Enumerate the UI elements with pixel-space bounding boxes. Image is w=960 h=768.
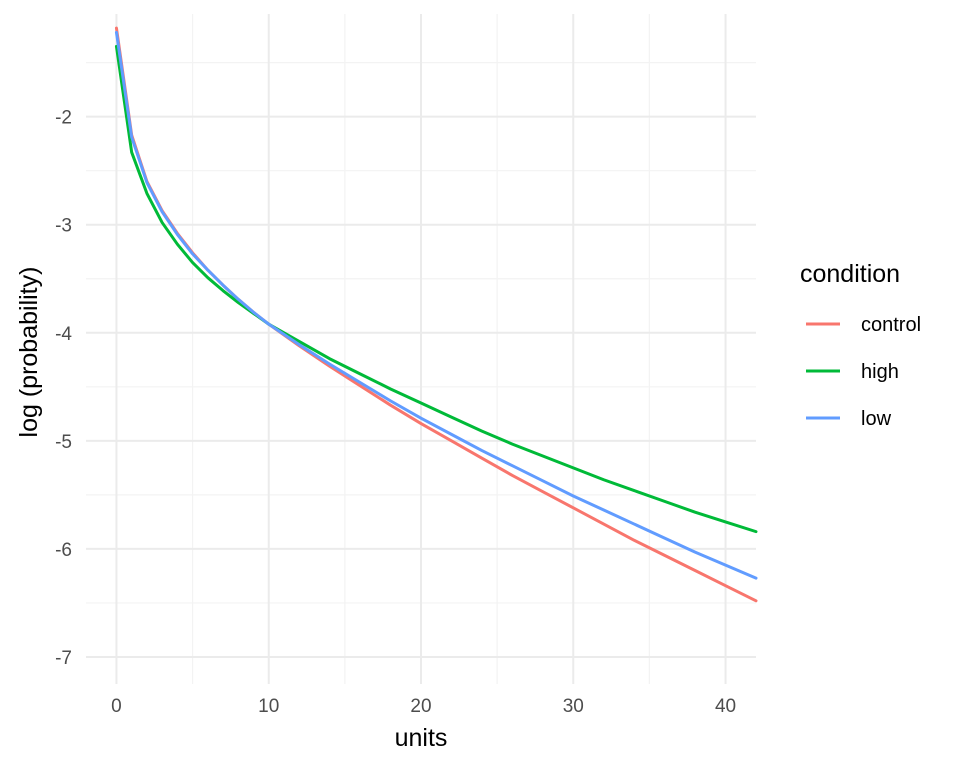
- series-line-high: [114, 44, 758, 534]
- x-tick-label: 30: [563, 696, 584, 717]
- y-tick-label: -7: [55, 648, 72, 669]
- legend-label-control: control: [861, 314, 921, 336]
- legend-item-low: low: [806, 408, 892, 430]
- legend: condition control high low: [800, 260, 921, 430]
- x-tick-label: 0: [111, 696, 122, 717]
- legend-items: control high low: [806, 314, 921, 430]
- legend-label-low: low: [861, 408, 892, 430]
- legend-title: condition: [800, 260, 900, 288]
- y-axis-tick-labels: -7 -6 -5 -4 -3 -2: [55, 108, 72, 669]
- y-tick-label: -5: [55, 432, 72, 453]
- x-tick-label: 10: [258, 696, 279, 717]
- legend-item-control: control: [806, 314, 921, 336]
- grid: [86, 14, 756, 684]
- x-tick-label: 40: [715, 696, 736, 717]
- x-tick-label: 20: [410, 696, 431, 717]
- y-tick-label: -3: [55, 216, 72, 237]
- series-line-low: [114, 30, 758, 580]
- legend-label-high: high: [861, 361, 899, 383]
- series-lines: [114, 26, 758, 603]
- y-tick-label: -4: [55, 324, 72, 345]
- y-tick-label: -6: [55, 540, 72, 561]
- legend-item-high: high: [806, 361, 899, 383]
- series-line-control: [114, 26, 758, 603]
- x-axis-tick-labels: 0 10 20 30 40: [111, 696, 736, 717]
- y-axis-title: log (probability): [15, 267, 43, 438]
- y-tick-label: -2: [55, 108, 72, 129]
- x-axis-title: units: [395, 724, 448, 752]
